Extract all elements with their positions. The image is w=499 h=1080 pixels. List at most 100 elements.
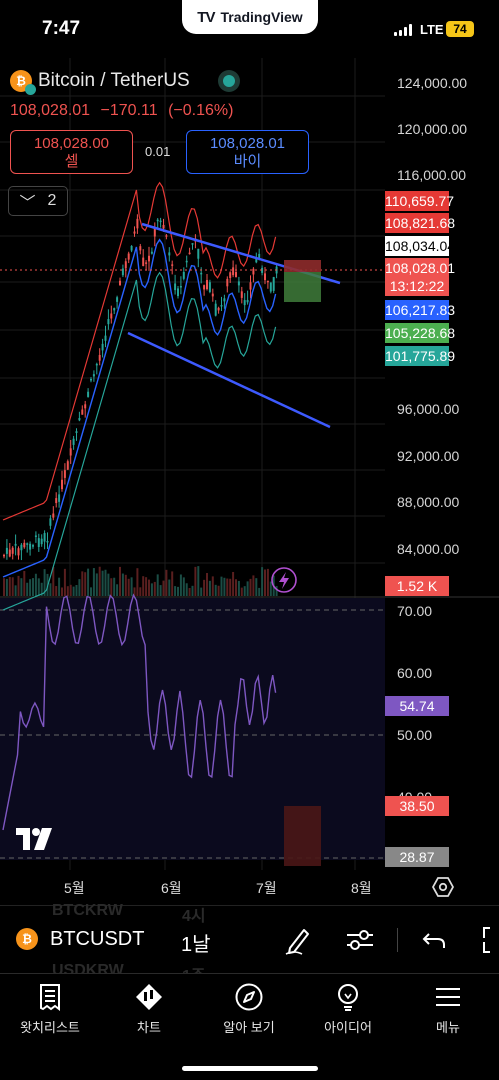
candle <box>232 267 235 276</box>
volume-bar <box>110 578 113 596</box>
tab-watchlist[interactable]: 왓치리스트 <box>0 982 100 1036</box>
fullscreen-icon[interactable] <box>478 924 499 956</box>
candle <box>153 228 156 237</box>
tab-chart[interactable]: 차트 <box>99 982 199 1036</box>
volume-bar <box>14 585 17 596</box>
candle <box>29 543 32 550</box>
take-profit-tag: 105,228.68 <box>385 323 456 343</box>
interval-button[interactable]: 1날 <box>181 934 211 956</box>
status-bar: 7:47 TV TradingView LTE 74 <box>0 0 499 58</box>
volume-bar <box>229 578 232 596</box>
tradingview-logo-icon: TV <box>197 8 215 26</box>
candle <box>243 300 246 306</box>
month-label: 7월 <box>256 880 277 896</box>
menu-icon <box>436 988 460 1006</box>
volume-bar <box>150 583 153 596</box>
candle <box>23 542 26 548</box>
volume-bar <box>203 579 206 596</box>
candle <box>266 280 269 283</box>
volume-bar <box>90 587 92 596</box>
candle <box>116 297 119 302</box>
price-axis-label: 84,000.00 <box>397 541 460 557</box>
candle <box>92 374 95 377</box>
candle <box>272 277 275 291</box>
volume-bar <box>217 585 220 596</box>
price-axis-label: 116,000.00 <box>397 167 467 183</box>
symbol-search-button[interactable]: BTCUSDT <box>50 928 145 950</box>
candle <box>226 278 229 287</box>
candle <box>197 248 200 259</box>
volume-bar <box>121 573 124 596</box>
tradingview-pill[interactable]: TV TradingView <box>182 0 318 34</box>
candle <box>261 267 264 273</box>
candle <box>136 218 139 229</box>
volume-bar <box>159 585 162 596</box>
volume-bar <box>81 571 84 596</box>
change-value: −170.11 <box>100 102 158 119</box>
volume-bar <box>84 572 87 596</box>
candle <box>113 308 116 311</box>
volume-bar <box>40 582 43 596</box>
volume-bar <box>17 575 20 596</box>
sell-button[interactable]: 108,028.00 셀 <box>10 130 133 174</box>
undo-icon[interactable] <box>419 924 451 956</box>
chart-settings-icon[interactable] <box>432 876 454 898</box>
volume-bar <box>43 569 46 596</box>
chart-icon <box>136 984 162 1010</box>
volume-bar <box>243 586 246 596</box>
tab-menu[interactable]: 메뉴 <box>398 982 498 1036</box>
volume-bar <box>142 576 145 596</box>
candle <box>58 494 61 502</box>
volume-bar <box>148 579 150 596</box>
volume-bar <box>136 568 139 596</box>
symbol-header[interactable]: ₿ Bitcoin / TetherUS <box>10 70 240 95</box>
volume-bar <box>11 577 14 596</box>
indicators-collapse-button[interactable]: ﹀ 2 <box>8 186 68 216</box>
volume-bar <box>101 570 104 596</box>
indicators-settings-icon[interactable] <box>344 924 376 956</box>
candle <box>95 363 98 366</box>
candle <box>46 540 49 543</box>
candle <box>61 479 63 490</box>
price-axis-label: 88,000.00 <box>397 494 460 510</box>
candle <box>229 272 232 278</box>
volume-bar <box>261 567 264 596</box>
time-axis[interactable]: 5월 6월 7월 8월 <box>0 870 499 904</box>
sell-price: 108,028.00 <box>33 135 110 152</box>
last-price-value: 108,028.01 <box>385 260 456 276</box>
signal-icon <box>394 24 412 36</box>
volume-bar <box>61 587 63 596</box>
explore-icon <box>235 983 263 1011</box>
candle <box>148 255 150 262</box>
candle <box>235 272 237 277</box>
candle <box>159 220 162 223</box>
volume-bar <box>58 577 61 596</box>
candle <box>3 554 5 557</box>
buy-button[interactable]: 108,028.01 바이 <box>186 130 309 174</box>
bottom-tab-bar: 왓치리스트 차트 알아 보기 아이디어 메뉴 <box>0 973 499 1080</box>
rsi-value-tag: 54.74 <box>385 696 449 716</box>
upper-band-tag: 110,659.77 <box>385 191 455 211</box>
drawing-pen-icon[interactable] <box>282 924 314 956</box>
candle <box>78 418 81 421</box>
candle <box>130 245 133 251</box>
network-label: LTE <box>420 22 444 37</box>
candle <box>217 307 220 311</box>
volume-bar <box>177 586 179 596</box>
volume-bar <box>37 578 40 596</box>
candle <box>139 246 142 251</box>
tab-ideas[interactable]: 아이디어 <box>298 982 398 1036</box>
candle <box>200 272 203 275</box>
tab-explore[interactable]: 알아 보기 <box>199 982 299 1036</box>
candle <box>133 231 136 234</box>
volume-bar <box>113 577 116 596</box>
tab-label: 차트 <box>137 1020 161 1035</box>
candle <box>90 378 92 381</box>
candle <box>26 543 29 545</box>
candle <box>75 431 78 433</box>
rsi-axis-label: 50.00 <box>397 727 433 743</box>
home-indicator[interactable] <box>182 1066 318 1071</box>
volume-bar <box>29 579 32 596</box>
candle <box>156 219 159 222</box>
price-chart[interactable] <box>0 58 499 870</box>
